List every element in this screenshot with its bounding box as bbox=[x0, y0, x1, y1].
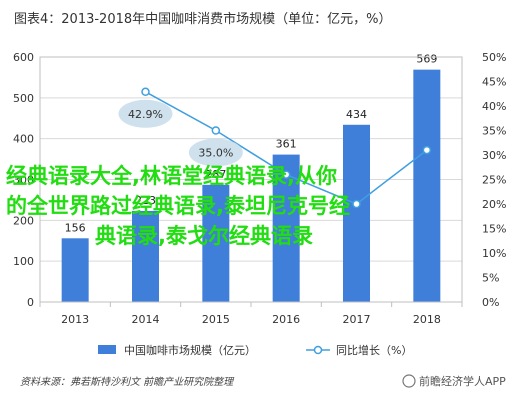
y-right-tick-label: 20% bbox=[482, 198, 506, 211]
x-tick-label: 2016 bbox=[272, 313, 300, 326]
growth-marker bbox=[281, 170, 291, 179]
bar bbox=[132, 210, 159, 302]
legend-line-label: 同比增长（%） bbox=[336, 343, 412, 357]
x-tick-label: 2013 bbox=[61, 313, 89, 326]
growth-line-series: 42.9% 35.0% bbox=[118, 87, 432, 209]
bar bbox=[202, 184, 230, 302]
growth-marker bbox=[141, 87, 150, 97]
y-left-tick-label: 300 bbox=[13, 174, 34, 187]
brand-logo: 前瞻经济学人APP bbox=[402, 374, 506, 388]
y-left-tick-label: 600 bbox=[13, 51, 34, 64]
brand-icon bbox=[402, 374, 416, 388]
bar bbox=[61, 238, 89, 302]
bar bbox=[343, 124, 370, 303]
y-right-tick-label: 10% bbox=[482, 247, 506, 260]
bar-value-label: 569 bbox=[416, 53, 437, 66]
growth-value-label: 42.9% bbox=[128, 108, 163, 121]
x-tick-label: 2018 bbox=[413, 313, 441, 326]
y-right-tick-label: 45% bbox=[482, 76, 506, 89]
growth-marker bbox=[211, 126, 221, 135]
y-right-tick-label: 25% bbox=[482, 174, 506, 187]
legend-bar-label: 中国咖啡市场规模（亿元） bbox=[124, 343, 256, 357]
y-left-tick-label: 400 bbox=[13, 133, 34, 146]
y-right-tick-label: 50% bbox=[482, 51, 506, 64]
bar bbox=[413, 69, 441, 303]
y-right-tick-label: 40% bbox=[482, 100, 506, 113]
overlay-caption-line-3: 典语录,泰戈尔经典语录 bbox=[95, 224, 313, 248]
bar-value-label: 156 bbox=[65, 221, 86, 234]
legend: 中国咖啡市场规模（亿元） 同比增长（%） bbox=[98, 343, 412, 357]
overlay-caption: 经典语录大全,林语堂经典语录,从你 的全世界路过经典语录,泰坦尼克号经 典语录,… bbox=[6, 164, 350, 248]
y-left-tick-label: 100 bbox=[13, 255, 34, 268]
x-tick-label: 2015 bbox=[202, 313, 230, 326]
y-left-tick-label: 200 bbox=[13, 214, 34, 227]
y-left-tick-label: 500 bbox=[13, 92, 34, 105]
y-right-tick-label: 5% bbox=[482, 272, 499, 285]
overlay-caption-line-2: 的全世界路过经典语录,泰坦尼克号经 bbox=[6, 194, 350, 218]
x-tick-label: 2014 bbox=[132, 313, 160, 326]
bar-series: 156 223 287 361 434 569 bbox=[61, 53, 441, 303]
axes: 0 100 200 300 400 500 600 0% 5% 10% 15% 20% 25% 30% 35… bbox=[13, 51, 506, 326]
y-right-tick-label: 30% bbox=[482, 149, 506, 162]
bar-value-label: 287 bbox=[205, 168, 226, 181]
growth-marker bbox=[352, 199, 361, 209]
bar-value-label: 223 bbox=[135, 194, 156, 207]
overlay-caption-line-1: 经典语录大全,林语堂经典语录,从你 bbox=[6, 164, 337, 188]
growth-value-label: 35.0% bbox=[198, 147, 233, 160]
y-left-tick-label: 0 bbox=[27, 296, 34, 309]
growth-marker bbox=[422, 145, 432, 155]
y-right-tick-label: 15% bbox=[482, 223, 506, 236]
source-note: 资料来源：弗若斯特沙利文 前瞻产业研究院整理 bbox=[20, 376, 235, 388]
growth-label-bubble bbox=[188, 138, 243, 167]
y-right-tick-label: 0% bbox=[482, 296, 499, 309]
legend-line-marker bbox=[313, 345, 323, 355]
growth-label-bubble bbox=[118, 99, 173, 128]
bar-value-label: 361 bbox=[276, 138, 297, 151]
legend-bar-swatch bbox=[98, 345, 116, 354]
x-tick-label: 2017 bbox=[343, 313, 371, 326]
brand-name: 前瞻经济学人APP bbox=[419, 374, 506, 388]
bar-value-label: 434 bbox=[346, 108, 367, 121]
y-right-tick-label: 35% bbox=[482, 125, 506, 138]
chart-title: 图表4：2013-2018年中国咖啡消费市场规模（单位：亿元，%） bbox=[14, 11, 391, 27]
